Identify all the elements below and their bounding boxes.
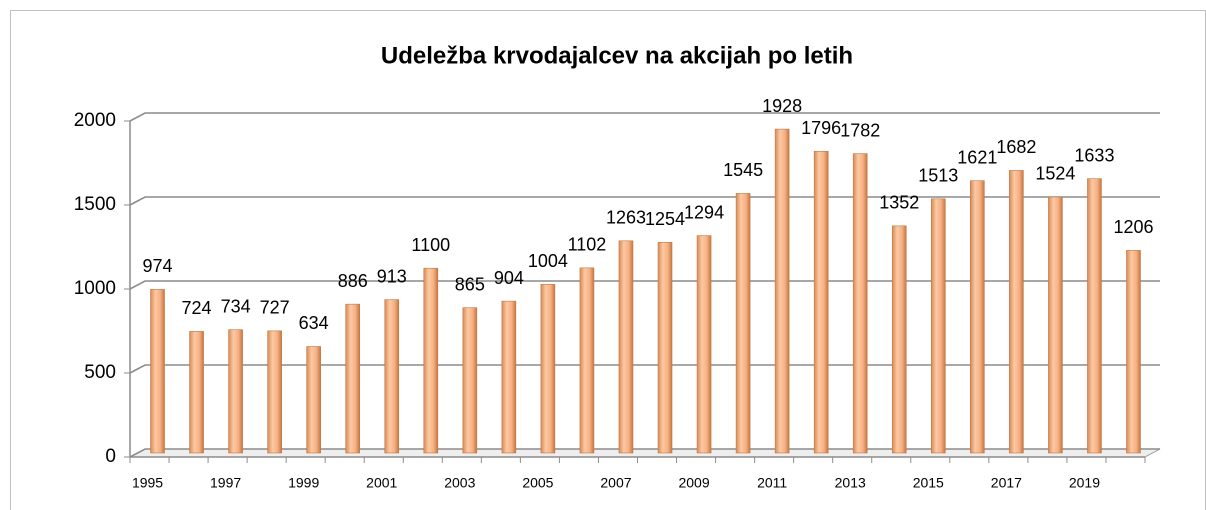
bar (267, 330, 282, 454)
bar (306, 346, 321, 454)
bar (657, 242, 673, 454)
grid-line (129, 112, 1160, 122)
y-tick-label: 500 (84, 362, 116, 383)
data-label: 1682 (996, 137, 1036, 157)
bar (1009, 170, 1024, 454)
bar (150, 289, 165, 454)
bar (384, 299, 400, 454)
x-tick-label: 1997 (210, 475, 241, 491)
x-tick-label: 2001 (366, 475, 397, 491)
data-label: 913 (377, 266, 407, 286)
bar (462, 307, 478, 454)
chart-title: Udeležba krvodajalcev na akcijah po leti… (381, 42, 853, 69)
data-label: 724 (182, 298, 212, 318)
y-tick-label: 1000 (74, 278, 116, 299)
bar (1048, 196, 1063, 454)
data-label: 886 (338, 271, 368, 291)
x-tick-label: 1995 (132, 475, 163, 491)
data-label: 1254 (645, 209, 685, 229)
data-label: 734 (221, 296, 251, 316)
bar (189, 331, 204, 454)
bar (930, 198, 946, 454)
bar (774, 128, 790, 454)
x-tick-label: 1999 (288, 475, 319, 491)
bar (1126, 250, 1141, 454)
chart-frame (10, 10, 1206, 510)
data-label: 1100 (411, 235, 450, 255)
data-label: 1545 (723, 160, 763, 180)
data-label: 1782 (840, 120, 880, 140)
bar (970, 180, 985, 454)
data-label: 1621 (957, 147, 997, 167)
x-tick-label: 2005 (522, 475, 553, 491)
data-label: 634 (299, 313, 329, 333)
plot-area: 0 500 1000 1500 2000 1995 974 724 1997 734 727 1999… (74, 96, 1161, 491)
data-label: 727 (260, 298, 290, 318)
data-label: 1263 (606, 208, 646, 228)
data-label: 1294 (684, 202, 724, 222)
data-label: 1206 (1113, 217, 1153, 237)
bar (423, 267, 439, 454)
bar (579, 267, 595, 454)
data-label: 1004 (528, 251, 568, 271)
x-tick-label: 2009 (678, 475, 709, 491)
bar (501, 300, 517, 454)
data-label: 904 (494, 268, 524, 288)
x-tick-label: 2015 (913, 475, 944, 491)
data-label: 1928 (762, 96, 802, 116)
x-tick-label: 2019 (1069, 475, 1100, 491)
data-label: 865 (455, 274, 485, 294)
bar (696, 235, 712, 454)
data-label: 1524 (1035, 164, 1075, 184)
y-tick-label: 0 (105, 446, 116, 467)
floor (129, 448, 1161, 458)
data-label: 1633 (1074, 145, 1114, 165)
bar (345, 303, 361, 454)
bar (228, 329, 243, 454)
bar (618, 240, 634, 454)
bar (1087, 178, 1102, 454)
bar (813, 150, 829, 454)
data-label: 1513 (918, 166, 958, 186)
bar (891, 225, 907, 454)
bar (735, 193, 751, 454)
y-tick-label: 2000 (74, 110, 116, 131)
x-tick-label: 2011 (757, 475, 787, 491)
data-label: 1796 (801, 118, 841, 138)
x-tick-label: 2013 (835, 475, 866, 491)
data-label: 1352 (879, 193, 919, 213)
data-label: 1102 (568, 235, 607, 255)
x-tick-label: 2003 (444, 475, 475, 491)
x-tick-label: 2007 (600, 475, 631, 491)
bar (540, 284, 556, 454)
y-tick-label: 1500 (74, 194, 116, 215)
bar (852, 153, 868, 454)
x-tick-label: 2017 (991, 475, 1022, 491)
data-label: 974 (142, 256, 172, 276)
